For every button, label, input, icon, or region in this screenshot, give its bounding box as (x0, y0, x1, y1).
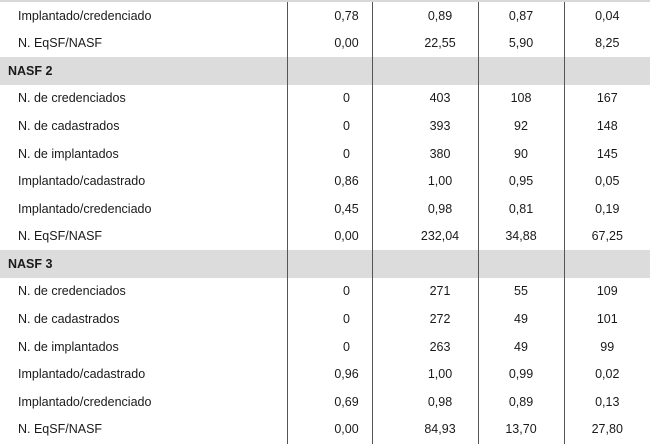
value-cell-col3: 5,90 (477, 29, 564, 58)
row-label: Implantado/credenciado (18, 201, 152, 216)
row-label: N. EqSF/NASF (18, 229, 103, 244)
value-cell-col1: 0,86 (286, 167, 372, 196)
row-label: Implantado/credenciado (18, 394, 152, 409)
table-row: N. de implantados 0 263 49 99 (0, 333, 650, 361)
value-cell-col1: 0,69 (286, 388, 372, 416)
value-cell-col1: 0 (286, 139, 372, 168)
value-cell-col1: 0,45 (286, 195, 372, 223)
value-cell-col1: 0 (286, 112, 372, 140)
value-cell-col4: 0,19 (563, 195, 650, 223)
value-cell-col3: 0,99 (477, 360, 564, 389)
value-cell-col4: 101 (563, 305, 650, 334)
table-row: N. EqSF/NASF 0,00 84,93 13,70 27,80 (0, 415, 650, 444)
value-cell-col3: 0,81 (477, 195, 564, 223)
value-cell-col2: 0,98 (371, 388, 478, 416)
value-cell-col1: 0 (286, 333, 372, 361)
value-cell-col2: 271 (371, 277, 478, 306)
value-cell-col2: 403 (371, 84, 478, 113)
row-label: Implantado/cadastrado (18, 367, 146, 382)
table-row: Implantado/credenciado 0,78 0,89 0,87 0,04 (0, 2, 650, 30)
section-empty-cell (371, 250, 478, 278)
table-row: N. de credenciados 0 403 108 167 (0, 84, 650, 113)
table-row: Implantado/credenciado 0,69 0,98 0,89 0,13 (0, 388, 650, 416)
value-cell-col3: 34,88 (477, 222, 564, 251)
value-cell-col4: 0,05 (563, 167, 650, 196)
row-label: N. EqSF/NASF (18, 422, 103, 437)
value-cell-col2: 1,00 (371, 360, 478, 389)
value-cell-col1: 0 (286, 277, 372, 306)
value-cell-col4: 67,25 (563, 222, 650, 251)
value-cell-col3: 55 (477, 277, 564, 306)
value-cell-col2: 0,98 (371, 195, 478, 223)
value-cell-col2: 380 (371, 139, 478, 168)
section-empty-cell (563, 250, 650, 278)
value-cell-col4: 167 (563, 84, 650, 113)
value-cell-col2: 272 (371, 305, 478, 334)
table-row: N. EqSF/NASF 0,00 232,04 34,88 67,25 (0, 222, 650, 251)
section-header-row: NASF 2 (0, 57, 650, 85)
row-label: N. de cadastrados (18, 118, 120, 133)
value-cell-col2: 393 (371, 112, 478, 140)
section-empty-cell (477, 250, 564, 278)
value-cell-col3: 92 (477, 112, 564, 140)
section-empty-cell (286, 250, 372, 278)
table-row: N. de credenciados 0 271 55 109 (0, 277, 650, 306)
value-cell-col4: 0,02 (563, 360, 650, 389)
section-empty-cell (477, 57, 564, 85)
value-cell-col3: 108 (477, 84, 564, 113)
table-row: N. de implantados 0 380 90 145 (0, 139, 650, 168)
value-cell-col2: 22,55 (371, 29, 478, 58)
value-cell-col3: 0,95 (477, 167, 564, 196)
value-cell-col2: 84,93 (371, 415, 478, 444)
value-cell-col4: 27,80 (563, 415, 650, 444)
value-cell-col1: 0 (286, 305, 372, 334)
value-cell-col2: 232,04 (371, 222, 478, 251)
table-row: N. de cadastrados 0 272 49 101 (0, 305, 650, 334)
value-cell-col1: 0 (286, 84, 372, 113)
value-cell-col3: 13,70 (477, 415, 564, 444)
value-cell-col2: 1,00 (371, 167, 478, 196)
section-empty-cell (563, 57, 650, 85)
value-cell-col4: 109 (563, 277, 650, 306)
value-cell-col4: 0,04 (563, 2, 650, 30)
value-cell-col4: 8,25 (563, 29, 650, 58)
row-label: Implantado/credenciado (18, 8, 152, 23)
value-cell-col4: 99 (563, 333, 650, 361)
section-title: NASF 2 (0, 57, 287, 85)
value-cell-col1: 0,00 (286, 415, 372, 444)
section-empty-cell (371, 57, 478, 85)
row-label: N. de credenciados (18, 91, 126, 106)
section-header-row: NASF 3 (0, 250, 650, 278)
value-cell-col3: 90 (477, 139, 564, 168)
value-cell-col4: 145 (563, 139, 650, 168)
table-row: Implantado/credenciado 0,45 0,98 0,81 0,19 (0, 195, 650, 223)
value-cell-col1: 0,96 (286, 360, 372, 389)
table-row: Implantado/cadastrado 0,86 1,00 0,95 0,05 (0, 167, 650, 196)
top-divider (0, 0, 650, 2)
table-row: Implantado/cadastrado 0,96 1,00 0,99 0,02 (0, 360, 650, 389)
value-cell-col4: 148 (563, 112, 650, 140)
value-cell-col1: 0,78 (286, 2, 372, 30)
value-cell-col3: 0,89 (477, 388, 564, 416)
value-cell-col3: 49 (477, 333, 564, 361)
table-row: N. EqSF/NASF 0,00 22,55 5,90 8,25 (0, 29, 650, 58)
value-cell-col2: 263 (371, 333, 478, 361)
row-label: N. de cadastrados (18, 312, 120, 327)
value-cell-col1: 0,00 (286, 222, 372, 251)
table-row: N. de cadastrados 0 393 92 148 (0, 112, 650, 140)
row-label: N. de implantados (18, 339, 119, 354)
section-title: NASF 3 (0, 250, 287, 278)
value-cell-col2: 0,89 (371, 2, 478, 30)
value-cell-col1: 0,00 (286, 29, 372, 58)
row-label: N. de credenciados (18, 284, 126, 299)
value-cell-col3: 49 (477, 305, 564, 334)
row-label: N. EqSF/NASF (18, 36, 103, 51)
row-label: N. de implantados (18, 146, 119, 161)
section-empty-cell (286, 57, 372, 85)
row-label: Implantado/cadastrado (18, 174, 146, 189)
value-cell-col4: 0,13 (563, 388, 650, 416)
value-cell-col3: 0,87 (477, 2, 564, 30)
